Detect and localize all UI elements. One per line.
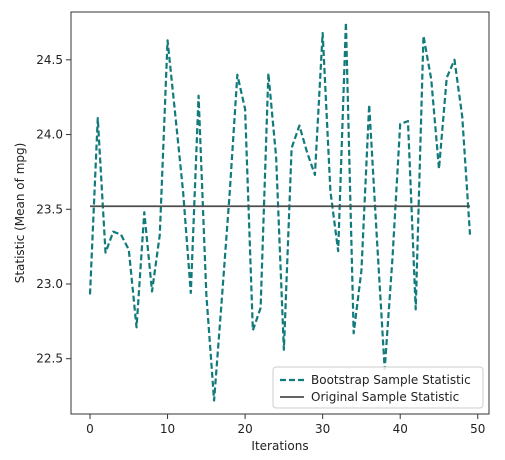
x-axis-label: Iterations	[251, 439, 308, 453]
x-axis: 0 10 20 30 40 50	[86, 414, 485, 436]
legend-box	[272, 366, 484, 409]
legend-label-bootstrap: Bootstrap Sample Statistic	[311, 373, 471, 387]
y-tick-label: 22.5	[36, 352, 63, 366]
x-tick-label: 20	[237, 422, 252, 436]
x-tick-label: 40	[393, 422, 408, 436]
y-axis: 22.5 23.0 23.5 24.0 24.5	[36, 53, 71, 366]
plot-frame	[70, 11, 490, 415]
y-tick-label: 24.5	[36, 53, 63, 67]
y-tick-label: 23.5	[36, 202, 63, 216]
x-tick-label: 50	[470, 422, 485, 436]
y-axis-label: Statistic (Mean of mpg)	[13, 143, 27, 284]
x-tick-label: 0	[86, 422, 94, 436]
y-tick-label: 24.0	[36, 128, 63, 142]
x-tick-label: 10	[160, 422, 175, 436]
plot-content	[88, 21, 472, 402]
x-tick-label: 30	[315, 422, 330, 436]
series-line-0	[88, 21, 472, 402]
legend: Bootstrap Sample Statistic Original Samp…	[272, 366, 484, 409]
legend-label-original: Original Sample Statistic	[311, 390, 459, 404]
y-tick-label: 23.0	[36, 277, 63, 291]
